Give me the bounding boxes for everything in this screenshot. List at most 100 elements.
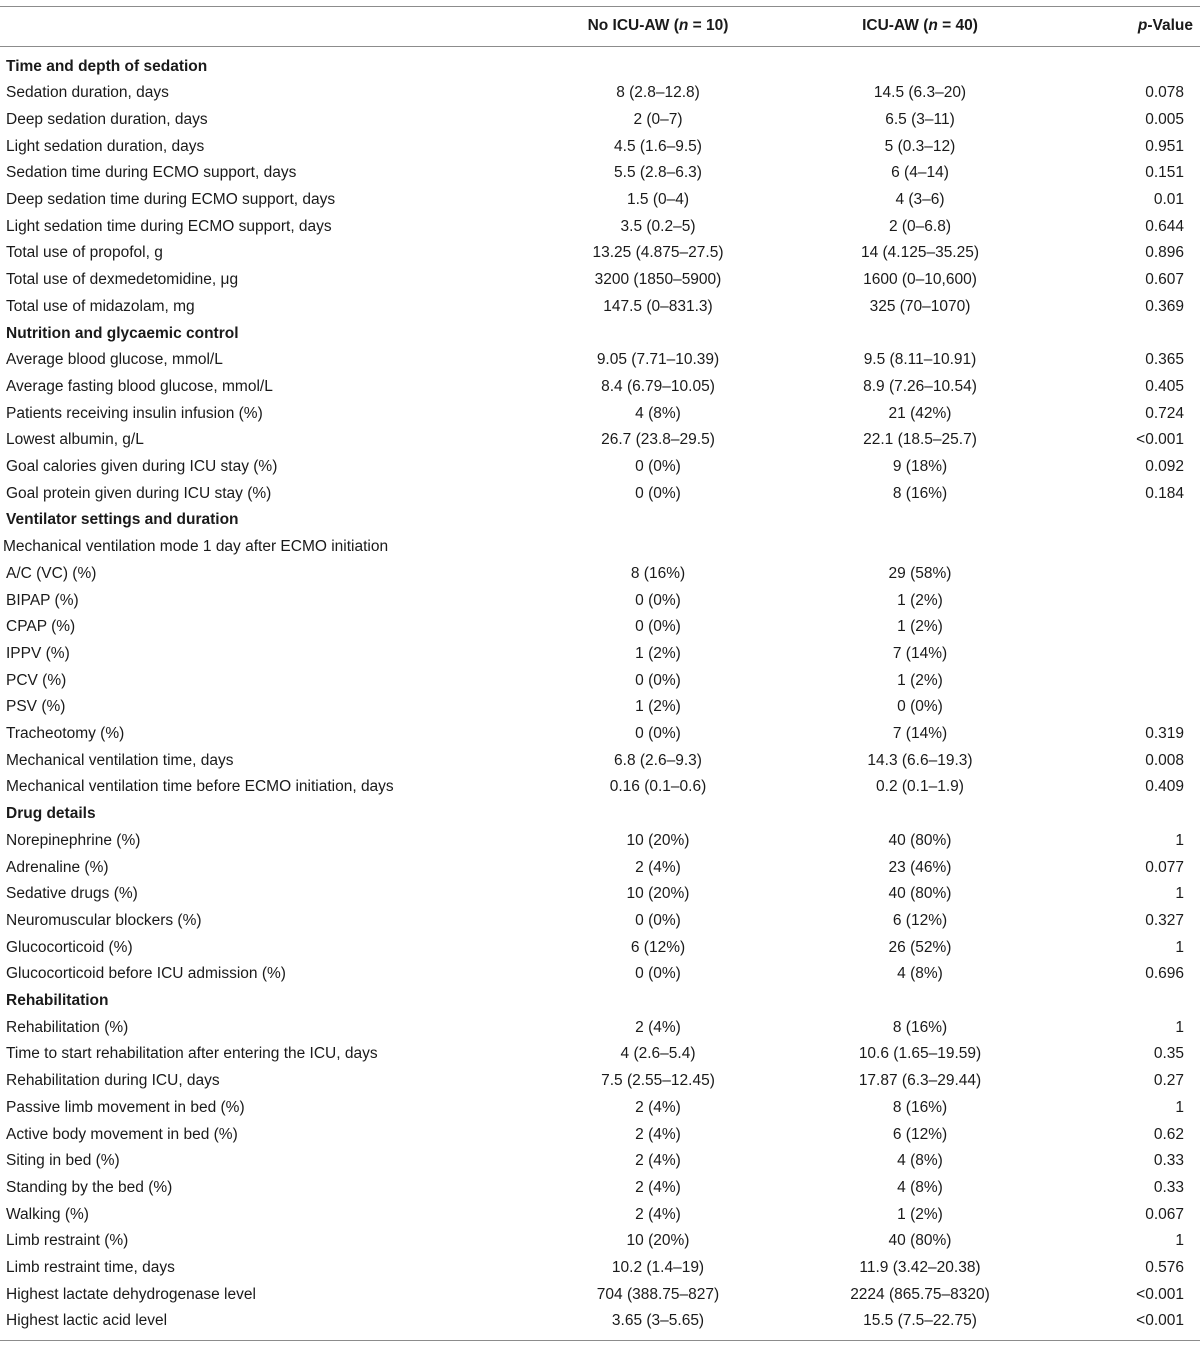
header-no-icu-aw: No ICU-AW (n = 10) — [587, 17, 729, 34]
row-label: PSV (%) — [6, 698, 66, 716]
table-row: Highest lactate dehydrogenase level 704 (… — [0, 1282, 1200, 1309]
cell-p-value: 0.067 — [1145, 1205, 1184, 1223]
cell-icu-aw: 14.3 (6.6–19.3) — [867, 751, 973, 769]
table-row: IPPV (%) 1 (2%) 7 (14%) — [0, 641, 1200, 668]
cell-icu-aw: 6 (12%) — [892, 1125, 948, 1143]
row-label: Glucocorticoid (%) — [6, 938, 133, 956]
cell-no-icu-aw: 0 (0%) — [635, 618, 681, 636]
cell-icu-aw: 29 (58%) — [888, 564, 952, 582]
cell-icu-aw: 14 (4.125–35.25) — [860, 244, 980, 262]
table-row: Adrenaline (%) 2 (4%) 23 (46%) 0.077 — [0, 855, 1200, 882]
table-row: Limb restraint (%) 10 (20%) 40 (80%) 1 — [0, 1228, 1200, 1255]
cell-p-value: <0.001 — [1136, 1312, 1184, 1330]
cell-p-value: 0.951 — [1145, 137, 1184, 155]
table-row: Average fasting blood glucose, mmol/L 8.4… — [0, 374, 1200, 401]
cell-no-icu-aw: 4 (8%) — [635, 404, 681, 422]
row-label: Walking (%) — [6, 1205, 89, 1223]
cell-no-icu-aw: 0 (0%) — [635, 725, 681, 742]
table-row: Goal calories given during ICU stay (%) 0… — [0, 454, 1200, 481]
row-label: Total use of midazolam, mg — [6, 297, 195, 315]
row-label: Deep sedation time during ECMO support, … — [6, 191, 336, 208]
cell-no-icu-aw: 7.5 (2.55–12.45) — [601, 1072, 715, 1090]
cell-icu-aw: 40 (80%) — [888, 1232, 952, 1250]
cell-icu-aw: 40 (80%) — [888, 831, 952, 849]
table-row: Patients receiving insulin infusion (%) 4… — [0, 401, 1200, 428]
cell-p-value: 0.62 — [1153, 1125, 1184, 1143]
cell-no-icu-aw: 2 (4%) — [635, 1205, 681, 1223]
cell-no-icu-aw: 4.5 (1.6–9.5) — [614, 137, 702, 155]
cell-p-value: 0.405 — [1145, 377, 1184, 395]
row-label: Goal protein given during ICU stay (%) — [6, 484, 272, 502]
table-row: Deep sedation duration, days 2 (0–7) 6.5 (… — [0, 107, 1200, 134]
cell-no-icu-aw: 3200 (1850–5900) — [594, 271, 722, 289]
cell-no-icu-aw: 8.4 (6.79–10.05) — [601, 377, 715, 395]
row-label: Goal calories given during ICU stay (%) — [6, 458, 278, 475]
row-label: Drug details — [6, 805, 96, 823]
table-row: Mechanical ventilation time, days 6.8 (2.… — [0, 748, 1200, 775]
cell-no-icu-aw: 0 (0%) — [635, 458, 681, 475]
table-row: A/C (VC) (%) 8 (16%) 29 (58%) — [0, 561, 1200, 588]
cell-icu-aw: 23 (46%) — [888, 858, 952, 876]
table-row: Tracheotomy (%) 0 (0%) 7 (14%) 0.319 — [0, 721, 1200, 748]
table-row: Walking (%) 2 (4%) 1 (2%) 0.067 — [0, 1202, 1200, 1229]
row-label: Light sedation duration, days — [6, 137, 205, 155]
row-label: Glucocorticoid before ICU admission (%) — [6, 965, 286, 983]
cell-p-value: <0.001 — [1136, 431, 1184, 449]
table-row: Active body movement in bed (%) 2 (4%) 6 (… — [0, 1122, 1200, 1149]
header-p-value: p-Value — [1137, 17, 1193, 34]
cell-icu-aw: 4 (8%) — [897, 965, 943, 983]
row-label: Lowest albumin, g/L — [6, 431, 144, 449]
table-row: Total use of midazolam, mg 147.5 (0–831.3… — [0, 294, 1200, 321]
row-label: Adrenaline (%) — [6, 858, 109, 876]
cell-no-icu-aw: 0 (0%) — [635, 484, 681, 502]
cell-no-icu-aw: 2 (4%) — [635, 858, 681, 876]
row-label: Total use of propofol, g — [6, 244, 163, 262]
table-header-row: No ICU-AW (n = 10) ICU-AW (n = 40) p-Val… — [0, 13, 1200, 40]
row-label: Passive limb movement in bed (%) — [6, 1098, 245, 1116]
cell-no-icu-aw: 6 (12%) — [630, 938, 686, 956]
cell-no-icu-aw: 2 (4%) — [635, 1152, 681, 1170]
table-row: PSV (%) 1 (2%) 0 (0%) — [0, 694, 1200, 721]
cell-no-icu-aw: 2 (4%) — [635, 1018, 681, 1036]
row-label: Limb restraint (%) — [6, 1232, 129, 1250]
cell-no-icu-aw: 10 (20%) — [626, 885, 690, 903]
row-label: Highest lactic acid level — [6, 1312, 168, 1330]
row-label: Neuromuscular blockers (%) — [6, 911, 202, 929]
cell-icu-aw: 0.2 (0.1–1.9) — [876, 778, 964, 796]
table-row: Lowest albumin, g/L 26.7 (23.8–29.5) 22.1 … — [0, 427, 1200, 454]
cell-icu-aw: 0 (0%) — [897, 698, 943, 716]
section-header: Time and depth of sedation — [0, 54, 1200, 81]
cell-icu-aw: 6 (4–14) — [891, 164, 949, 182]
cell-p-value: 0.33 — [1153, 1178, 1184, 1196]
table-row: Time to start rehabilitation after enter… — [0, 1041, 1200, 1068]
header-icu-aw: ICU-AW (n = 40) — [862, 17, 978, 34]
cell-icu-aw: 6 (12%) — [892, 911, 948, 929]
table-row: Goal protein given during ICU stay (%) 0 … — [0, 481, 1200, 508]
cell-icu-aw: 26 (52%) — [888, 938, 952, 956]
cell-no-icu-aw: 704 (388.75–827) — [596, 1285, 720, 1303]
cell-icu-aw: 22.1 (18.5–25.7) — [863, 431, 977, 449]
cell-no-icu-aw: 9.05 (7.71–10.39) — [596, 351, 720, 369]
cell-icu-aw: 1 (2%) — [897, 1205, 943, 1223]
row-label: Tracheotomy (%) — [6, 725, 125, 742]
cell-icu-aw: 1 (2%) — [897, 591, 943, 609]
table-row: Siting in bed (%) 2 (4%) 4 (8%) 0.33 — [0, 1148, 1200, 1175]
cell-no-icu-aw: 13.25 (4.875–27.5) — [592, 244, 724, 262]
cell-p-value: 0.27 — [1153, 1072, 1184, 1090]
top-rule — [0, 6, 1200, 7]
cell-p-value: 0.576 — [1145, 1259, 1184, 1276]
cell-icu-aw: 21 (42%) — [888, 404, 952, 422]
row-label: Mechanical ventilation time before ECMO … — [6, 778, 394, 796]
table-row: Sedation time during ECMO support, days 5… — [0, 160, 1200, 187]
table-row: Sedation duration, days 8 (2.8–12.8) 14.5 … — [0, 80, 1200, 107]
cell-p-value: 0.01 — [1153, 191, 1184, 208]
row-label: Average blood glucose, mmol/L — [6, 351, 223, 369]
cell-no-icu-aw: 2 (4%) — [635, 1178, 681, 1196]
header-rule — [0, 46, 1200, 47]
cell-icu-aw: 7 (14%) — [892, 644, 948, 662]
table-row: BIPAP (%) 0 (0%) 1 (2%) — [0, 588, 1200, 615]
row-label: Total use of dexmedetomidine, μg — [6, 271, 239, 289]
cell-p-value: 0.005 — [1145, 110, 1184, 128]
row-label: Limb restraint time, days — [6, 1259, 175, 1276]
cell-p-value: 1 — [1175, 885, 1184, 903]
